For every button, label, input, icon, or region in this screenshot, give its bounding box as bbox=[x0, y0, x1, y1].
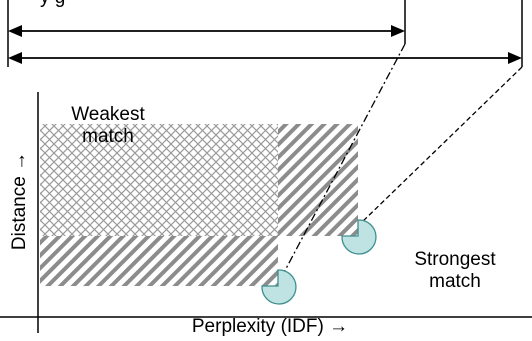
weakest-match-region bbox=[40, 124, 278, 236]
top-label-fragment: y g bbox=[40, 0, 400, 9]
upper-diagonal-region bbox=[278, 124, 358, 236]
y-axis-label: Distance → bbox=[9, 151, 30, 251]
x-axis-label: Perplexity (IDF) → bbox=[191, 316, 349, 337]
corner-marker-upper bbox=[341, 219, 377, 255]
range-arrow-short-right-head bbox=[391, 25, 405, 37]
dashed-connector bbox=[359, 66, 523, 225]
corner-marker-lower bbox=[261, 269, 297, 305]
weakest-label-line1: Weakest bbox=[71, 104, 145, 125]
lower-diagonal-region bbox=[40, 236, 278, 286]
strongest-match-label: Strongest match bbox=[400, 249, 510, 293]
range-arrow-short-left-head bbox=[8, 25, 22, 37]
weakest-match-label: Weakest match bbox=[58, 104, 158, 148]
dash-dot-connector bbox=[279, 43, 406, 281]
range-arrow-long-right-head bbox=[508, 52, 522, 64]
range-arrow-long-left-head bbox=[8, 52, 22, 64]
weakest-label-line2: match bbox=[82, 126, 134, 147]
strongest-label-line2: match bbox=[429, 271, 481, 292]
strongest-label-line1: Strongest bbox=[414, 249, 496, 270]
